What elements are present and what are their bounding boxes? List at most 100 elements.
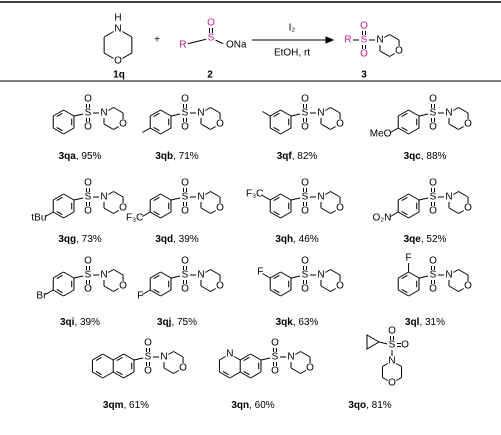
atom-label: O — [84, 94, 92, 105]
product-label: 3 — [361, 70, 367, 81]
bond — [408, 211, 420, 219]
bond — [330, 126, 336, 130]
bond — [273, 274, 280, 280]
bond — [52, 211, 64, 219]
bond — [397, 109, 409, 117]
bond — [408, 193, 420, 201]
atom-label: O — [360, 21, 368, 32]
bond — [116, 356, 123, 362]
atom-label: O — [216, 281, 224, 292]
separator: , — [123, 400, 129, 411]
atom-label: S — [302, 192, 309, 203]
bond — [112, 353, 124, 361]
compound-label: 3qg, 73% — [58, 234, 101, 245]
bond — [295, 351, 301, 355]
atom-label: S — [430, 108, 437, 119]
atom-label: O — [301, 178, 309, 189]
atom-label: O — [336, 203, 344, 214]
atom-label: N — [287, 352, 294, 363]
bond — [142, 127, 151, 133]
bond — [160, 127, 172, 135]
bond — [458, 191, 469, 198]
bond — [458, 288, 464, 292]
bond — [290, 197, 301, 201]
bond — [325, 107, 331, 111]
separator: , — [293, 317, 299, 328]
bond — [273, 210, 280, 216]
yield: 88% — [426, 151, 446, 162]
bond — [401, 274, 408, 280]
bond — [378, 341, 388, 345]
bond — [273, 112, 280, 118]
bond — [448, 285, 459, 292]
compound-id: 3qj — [157, 317, 172, 328]
bond — [92, 371, 104, 379]
atom-label: N — [445, 270, 452, 281]
bond — [269, 109, 281, 117]
bond — [56, 196, 63, 202]
bond — [280, 193, 292, 201]
bond — [163, 367, 174, 374]
atom-label: N — [317, 108, 324, 119]
atom-label: O — [360, 49, 368, 60]
atom-label: O — [336, 281, 344, 292]
bond — [160, 211, 172, 219]
atom-label: O — [119, 119, 127, 130]
conditions: EtOH, rt — [274, 48, 310, 59]
bond — [389, 53, 395, 57]
yield: 60% — [255, 400, 275, 411]
bond — [200, 285, 211, 292]
bond — [396, 377, 402, 381]
substituent: F — [137, 291, 143, 302]
atom-label: O — [179, 363, 187, 374]
bond — [330, 191, 341, 198]
atom-label: O — [429, 256, 437, 267]
atom-label: O — [388, 378, 396, 389]
bond — [320, 285, 331, 292]
bond — [113, 288, 119, 292]
bond — [116, 370, 123, 376]
bond — [160, 289, 172, 297]
atom-label: N — [388, 356, 395, 367]
bond — [52, 289, 64, 297]
atom-label: O — [181, 256, 189, 267]
atom-label: O — [144, 366, 152, 377]
bond — [382, 377, 388, 381]
bond — [73, 197, 84, 201]
atom-label: O — [429, 284, 437, 295]
compound-id: 3qh — [275, 234, 293, 245]
bond — [210, 210, 216, 214]
bond — [290, 275, 301, 279]
atom-label: ONa — [226, 40, 247, 51]
bond — [210, 288, 216, 292]
bond — [219, 371, 231, 379]
bond — [173, 351, 184, 358]
compound-id: 3qe — [404, 234, 422, 245]
bond — [149, 127, 161, 135]
atom-label: S — [145, 352, 152, 363]
separator: , — [173, 151, 179, 162]
bond — [397, 289, 409, 297]
atom-label: O — [84, 122, 92, 133]
yield: 75% — [177, 317, 197, 328]
bond — [92, 353, 104, 361]
compound-label: 3qa, 95% — [59, 151, 102, 162]
bond — [95, 370, 102, 376]
bond — [408, 271, 420, 279]
bond — [269, 193, 281, 201]
separator: , — [171, 317, 177, 328]
bond — [418, 197, 429, 201]
bond — [396, 363, 402, 367]
bond — [269, 289, 281, 297]
compound-label: 3qi, 39% — [60, 317, 100, 328]
compound-id: 3qd — [155, 234, 173, 245]
bond — [73, 113, 84, 117]
atom-label: S — [302, 108, 309, 119]
atom-label: O — [388, 326, 396, 337]
atom-label: O — [216, 203, 224, 214]
atom-label: O — [301, 94, 309, 105]
compound-label: 3qe, 52% — [404, 234, 447, 245]
bond — [103, 52, 114, 59]
bond — [205, 107, 211, 111]
bond — [273, 288, 280, 294]
